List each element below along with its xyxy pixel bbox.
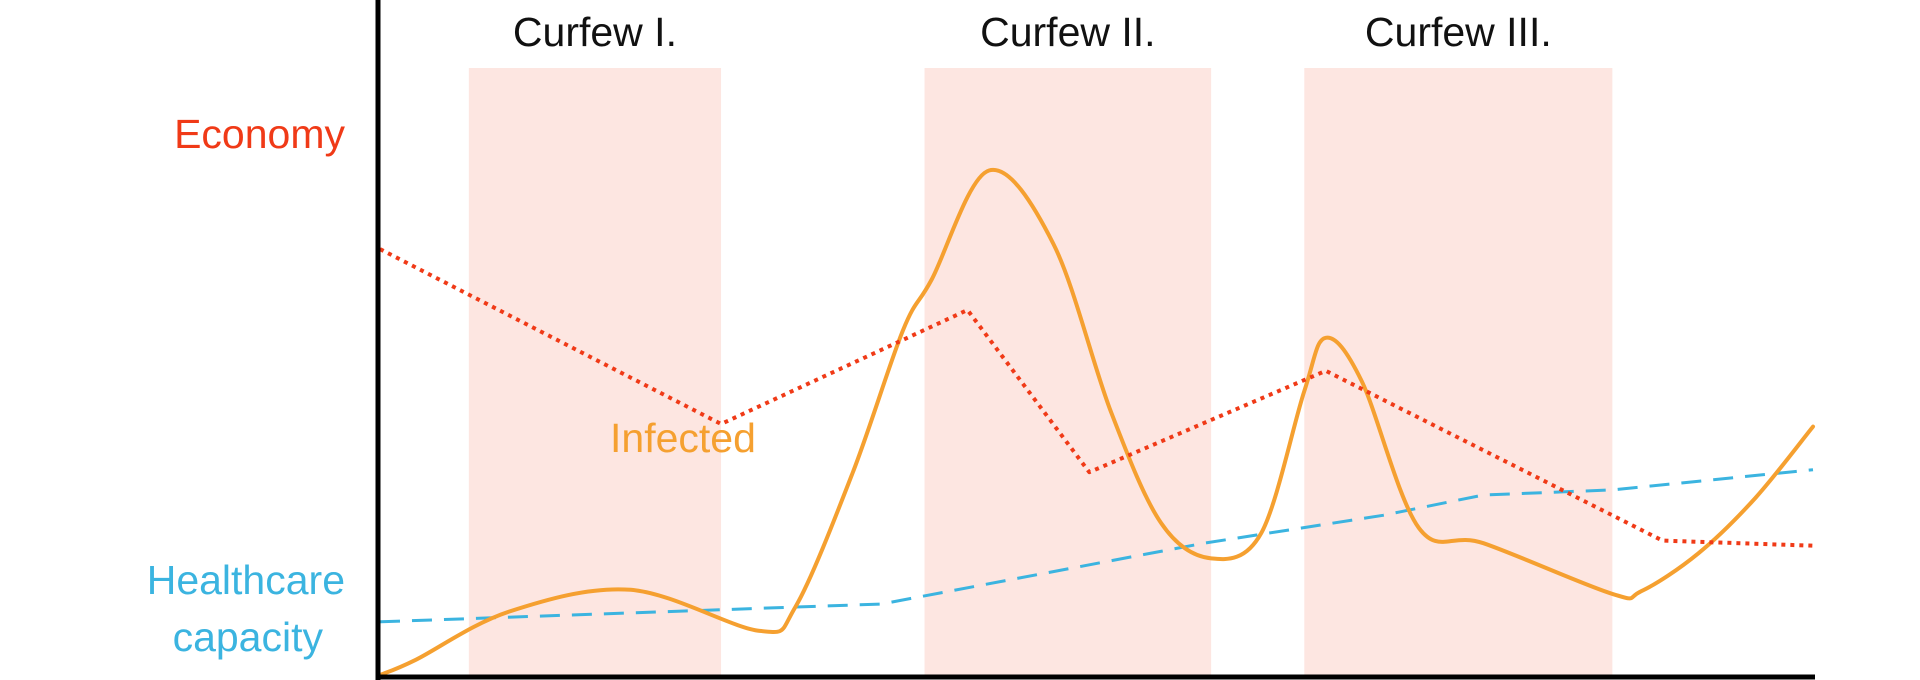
economy-label: Economy: [174, 111, 345, 157]
series-economy-line: [379, 247, 1814, 548]
healthcare-label-line1: Healthcare: [147, 557, 345, 603]
curfew-period-1: [468, 68, 722, 675]
curfew-label-2: Curfew II.: [980, 9, 1155, 55]
curfew-period-3: [1304, 68, 1613, 675]
axes: [375, 0, 1815, 680]
series-label-layer: Economy Infected Healthcare capacity: [147, 111, 756, 660]
curfew-period-2: [924, 68, 1212, 675]
series-infected-line: [378, 167, 1815, 677]
curfew-label-1: Curfew I.: [513, 9, 677, 55]
curfew-shading-layer: [468, 68, 1613, 675]
healthcare-label-line2: capacity: [173, 614, 324, 660]
infected-label: Infected: [610, 415, 756, 461]
curfew-label-3: Curfew III.: [1365, 9, 1552, 55]
series-healthcare-capacity-line: [379, 468, 1814, 624]
curfew-label-layer: Curfew I. Curfew II. Curfew III.: [513, 9, 1552, 55]
series-layer: [378, 167, 1815, 677]
